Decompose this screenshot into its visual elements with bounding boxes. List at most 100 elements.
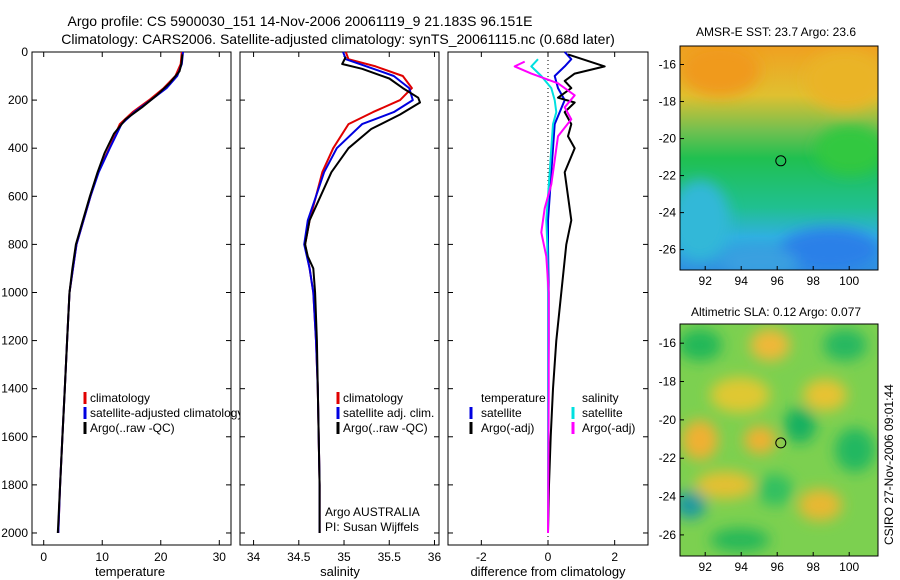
temperature-x-ticks: 0 10 20 30 [40, 52, 226, 564]
sst-map-ticks: 92 94 96 98 100 -16 -18 -20 -22 -24 -26 [659, 58, 860, 288]
legend-label-temp-satellite: satellite [481, 406, 522, 420]
series-line-argo-raw-qc- [304, 56, 421, 533]
x-tick-label: 2 [611, 550, 618, 564]
salinity-x-label: salinity [320, 564, 360, 579]
sla-positive-blob [710, 377, 770, 413]
temperature-legend: climatology satellite-adjusted climatolo… [83, 391, 243, 435]
difference-panel: -2 0 2 difference from climatology tempera… [447, 51, 649, 579]
salinity-series [303, 51, 421, 533]
sla-positive-blob [682, 420, 718, 460]
y-tick-label: 1000 [1, 285, 28, 299]
x-tick-label: 36 [428, 550, 442, 564]
header-line-1: Argo profile: CS 5900030_151 14-Nov-2006… [68, 13, 533, 29]
sla-heatmap [680, 324, 878, 556]
sst-blue-blob [722, 248, 798, 270]
sst-map-title: AMSR-E SST: 23.7 Argo: 23.6 [696, 25, 856, 39]
sla-positive-blob [798, 489, 842, 521]
argo-program-label: Argo AUSTRALIA [325, 505, 420, 519]
x-tick-label: 34 [247, 550, 261, 564]
argo-float-marker [775, 155, 787, 167]
x-tick-label: 35.5 [378, 550, 402, 564]
salinity-panel: 34 34.5 35 35.5 36 salinity climatology sate… [239, 51, 442, 579]
map-y-tick-label: -16 [659, 336, 677, 350]
x-tick-label: 10 [96, 550, 110, 564]
map-y-tick-label: -16 [659, 58, 677, 72]
x-tick-label: 0 [545, 550, 552, 564]
map-x-tick-label: 92 [699, 274, 713, 288]
map-x-tick-label: 96 [771, 560, 785, 574]
x-tick-label: 35 [337, 550, 351, 564]
legend-label-climatology: climatology [343, 391, 403, 405]
map-y-tick-label: -24 [659, 490, 677, 504]
map-y-tick-label: -20 [659, 132, 677, 146]
map-y-tick-label: -24 [659, 206, 677, 220]
sst-warm-blob [680, 46, 760, 96]
y-tick-label: 200 [8, 93, 28, 107]
map-y-tick-label: -22 [659, 169, 677, 183]
sla-positive-blob [744, 426, 776, 454]
sst-green-blob [815, 125, 878, 175]
y-tick-label: 1800 [1, 478, 28, 492]
salinity-x-ticks: 34 34.5 35 35.5 36 [247, 52, 442, 564]
map-x-tick-label: 94 [735, 560, 749, 574]
x-tick-label: 34.5 [287, 550, 311, 564]
sla-negative-blob [710, 528, 770, 552]
salinity-legend: climatology satellite adj. clim. Argo(..… [336, 391, 434, 435]
header-line-2: Climatology: CARS2006. Satellite-adjuste… [61, 31, 615, 47]
sla-map-title: Altimetric SLA: 0.12 Argo: 0.077 [691, 305, 861, 319]
map-x-tick-label: 98 [807, 560, 821, 574]
sla-negative-blob [835, 428, 875, 472]
y-tick-label: 0 [21, 45, 28, 59]
legend-label-temp-argo: Argo(-adj) [481, 421, 534, 435]
difference-y-ticks [448, 51, 648, 534]
series-line-salinity-argo-adj- [513, 60, 576, 534]
sst-teal-blob [680, 180, 730, 260]
map-x-tick-label: 98 [807, 274, 821, 288]
y-tick-label: 800 [8, 237, 28, 251]
y-tick-label: 1600 [1, 430, 28, 444]
sla-map-panel: Altimetric SLA: 0.12 Argo: 0.077 [659, 305, 879, 574]
difference-x-ticks: -2 0 2 [476, 52, 618, 564]
difference-legend: temperature satellite Argo(-adj) salinit… [469, 391, 635, 435]
map-x-tick-label: 92 [699, 560, 713, 574]
legend-header-temperature: temperature [481, 391, 546, 405]
legend-label-sal-argo: Argo(-adj) [582, 421, 635, 435]
salinity-axes-frame [239, 51, 440, 546]
legend-label-climatology: climatology [90, 391, 150, 405]
map-x-tick-label: 100 [839, 560, 859, 574]
x-tick-label: 0 [40, 550, 47, 564]
y-tick-label: 600 [8, 189, 28, 203]
sla-positive-blob [750, 329, 790, 361]
sla-negative-blob [680, 329, 722, 361]
legend-label-argo: Argo(..raw -QC) [90, 421, 175, 435]
difference-x-label: difference from climatology [470, 564, 626, 579]
sla-map-ticks: 92 94 96 98 100 -16 -18 -20 -22 -24 -26 [659, 336, 860, 574]
temperature-x-label: temperature [95, 564, 165, 579]
y-tick-label: 400 [8, 141, 28, 155]
map-x-tick-label: 96 [771, 274, 785, 288]
salinity-y-ticks [240, 51, 439, 534]
sla-negative-blob [784, 407, 816, 443]
map-x-tick-label: 94 [735, 274, 749, 288]
map-y-tick-label: -26 [659, 528, 677, 542]
legend-label-satellite-adj: satellite adj. clim. [343, 406, 434, 420]
y-tick-label: 1200 [1, 334, 28, 348]
map-x-tick-label: 100 [839, 274, 859, 288]
sst-blue-blob [780, 228, 878, 270]
sla-negative-blob [757, 474, 793, 506]
x-tick-label: -2 [476, 550, 487, 564]
temperature-y-ticks: 0 200 400 600 800 1000 1200 1400 1600 1800 2000 [1, 45, 231, 540]
sst-warm-blob [805, 50, 878, 110]
series-line-temperature-argo-adj- [547, 53, 606, 534]
y-tick-label: 2000 [1, 526, 28, 540]
sla-positive-blob [695, 471, 755, 499]
map-y-tick-label: -18 [659, 95, 677, 109]
legend-label-satellite-adjusted: satellite-adjusted climatology [90, 406, 243, 420]
difference-series [513, 51, 606, 534]
map-y-tick-label: -18 [659, 375, 677, 389]
y-tick-label: 1400 [1, 382, 28, 396]
temperature-axes-frame [31, 51, 232, 546]
argo-float-marker [775, 437, 787, 449]
sst-heatmap [680, 46, 878, 270]
